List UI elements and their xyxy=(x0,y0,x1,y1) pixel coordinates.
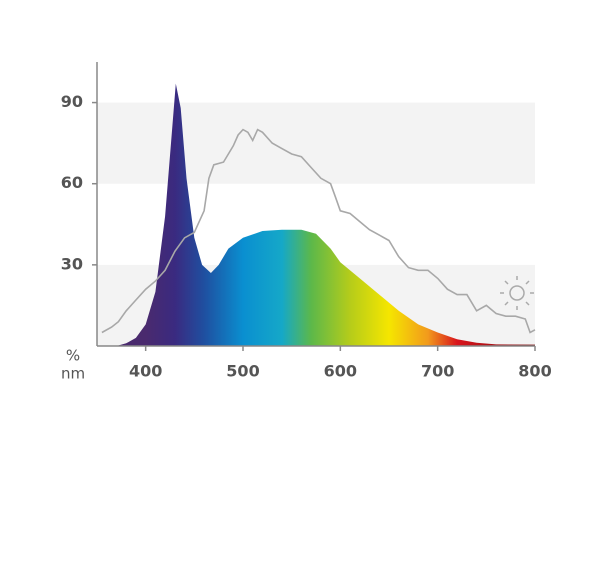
x-tick-label: 400 xyxy=(129,362,162,381)
x-tick-label: 600 xyxy=(324,362,357,381)
y-tick-label: 90 xyxy=(61,92,83,111)
x-tick-label: 700 xyxy=(421,362,454,381)
x-tick-label: 500 xyxy=(226,362,259,381)
x-axis-label: nm xyxy=(61,365,85,383)
y-tick-label: 60 xyxy=(61,173,83,192)
sun-icon xyxy=(500,276,534,310)
spectrum-area xyxy=(116,83,535,346)
reference-line xyxy=(101,128,536,334)
y-axis-label: % xyxy=(66,347,80,365)
marks xyxy=(101,83,536,346)
y-tick-label: 30 xyxy=(61,254,83,273)
x-tick-label: 800 xyxy=(518,362,551,381)
grid-band xyxy=(97,102,535,184)
